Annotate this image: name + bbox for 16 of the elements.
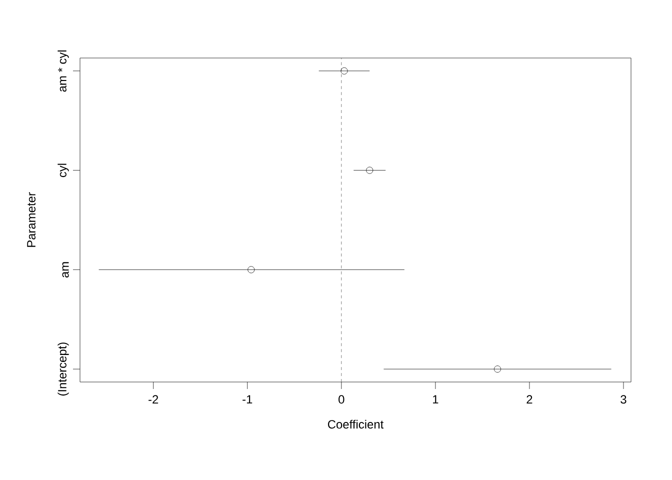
x-tick-label: -2	[148, 395, 158, 404]
y-tick-label: (Intercept)	[58, 342, 69, 396]
y-tick-label: am	[62, 262, 69, 278]
point	[248, 266, 255, 274]
x-axis-title: Coefficient	[328, 420, 384, 429]
y-tick-label: am * cyl	[58, 50, 69, 92]
y-tick-label: cyl	[58, 164, 69, 178]
x-tick-label: 3	[620, 395, 626, 404]
x-tick-label: 1	[433, 395, 438, 404]
x-tick-label: 0	[338, 395, 344, 404]
point	[494, 366, 501, 373]
y-axis-title: Parameter	[27, 192, 36, 247]
point	[366, 166, 374, 174]
x-tick-label: -1	[242, 395, 252, 404]
point	[340, 67, 348, 74]
x-tick-label: 2	[526, 395, 532, 404]
